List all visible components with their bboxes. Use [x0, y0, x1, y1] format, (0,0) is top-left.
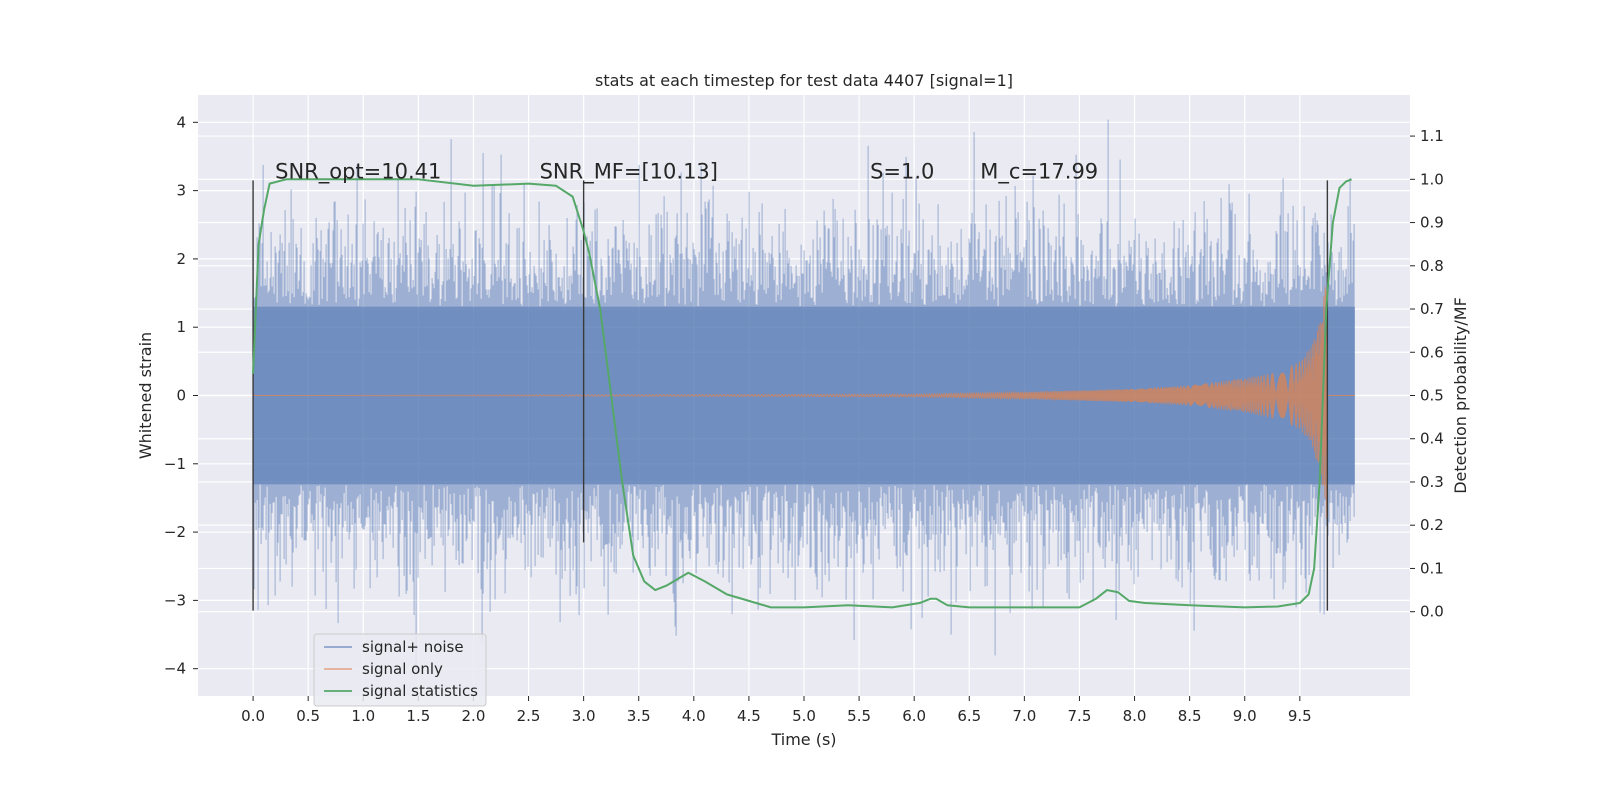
x-tick-label: 2.5	[517, 707, 541, 725]
y-tick-label-left: 3	[176, 182, 186, 200]
x-tick-label: 9.0	[1233, 707, 1257, 725]
y-tick-label-left: 4	[176, 113, 186, 131]
annotation: M_c=17.99	[980, 159, 1098, 184]
y-tick-label-right: 0.7	[1420, 300, 1444, 318]
y-tick-label-left: 2	[176, 250, 186, 268]
y-tick-label-right: 0.2	[1420, 516, 1444, 534]
legend-label-signal-statistics: signal statistics	[362, 682, 478, 700]
x-tick-label: 8.5	[1178, 707, 1202, 725]
y-tick-label-right: 1.1	[1420, 127, 1444, 145]
signal-statistics-series	[252, 178, 1352, 609]
y-tick-label-right: 0.5	[1420, 387, 1444, 405]
x-tick-label: 0.5	[296, 707, 320, 725]
x-tick-label: 5.5	[847, 707, 871, 725]
annotation: SNR_opt=10.41	[275, 159, 441, 184]
y-tick-label-left: 0	[176, 387, 186, 405]
x-tick-label: 9.5	[1288, 707, 1312, 725]
signal-only-line	[253, 286, 1355, 519]
y-tick-label-right: 1.0	[1420, 170, 1444, 188]
y-tick-label-left: −3	[164, 591, 186, 609]
legend-label-signal-plus-noise: signal+ noise	[362, 638, 464, 656]
signal-statistics-line	[252, 178, 1352, 609]
x-tick-label: 2.0	[462, 707, 486, 725]
legend-label-signal-only: signal only	[362, 660, 443, 678]
annotations: SNR_opt=10.41 SNR_MF=[10.13] S=1.0 M_c=17.9…	[275, 159, 1098, 184]
x-tick-label: 4.0	[682, 707, 706, 725]
y-tick-label-right: 0.0	[1420, 603, 1444, 621]
x-axis-label: Time (s)	[770, 730, 836, 749]
x-tick-label: 6.5	[957, 707, 981, 725]
y-axis-label-right: Detection probability/MF	[1451, 297, 1470, 494]
x-tick-label: 0.0	[241, 707, 265, 725]
x-tick-label: 3.0	[572, 707, 596, 725]
x-tick-label: 7.5	[1068, 707, 1092, 725]
y-tick-label-right: 0.3	[1420, 473, 1444, 491]
legend-box	[313, 633, 487, 707]
y-tick-label-right: 0.6	[1420, 343, 1444, 361]
x-tick-label: 7.0	[1012, 707, 1036, 725]
signal-plus-noise-series	[252, 119, 1355, 673]
x-tick-label: 1.0	[351, 707, 375, 725]
y-tick-label-right: 0.8	[1420, 257, 1444, 275]
annotation: S=1.0	[870, 159, 934, 183]
annotation: SNR_MF=[10.13]	[540, 159, 718, 184]
y-tick-label-left: −4	[164, 660, 186, 678]
x-tick-label: 8.0	[1123, 707, 1147, 725]
y-tick-label-left: −1	[164, 455, 186, 473]
x-tick-label: 6.0	[902, 707, 926, 725]
x-tick-label: 3.5	[627, 707, 651, 725]
y-axis-label-left: Whitened strain	[136, 332, 155, 459]
tick-labels: 0.0 0.5 1.0 1.5 2.0 2.5 3.0 3.5 4.0 4.5 5.0 5.5 6.0 6…	[164, 113, 1444, 725]
legend: signal+ noise signal only signal statist…	[313, 633, 487, 707]
y-tick-label-right: 0.9	[1420, 214, 1444, 232]
chart-title: stats at each timestep for test data 440…	[595, 71, 1013, 90]
x-tick-label: 4.5	[737, 707, 761, 725]
x-tick-label: 5.0	[792, 707, 816, 725]
y-tick-label-right: 0.1	[1420, 559, 1444, 577]
x-tick-label: 1.5	[406, 707, 430, 725]
y-tick-label-left: 1	[176, 318, 186, 336]
signal-only-series	[253, 286, 1355, 519]
y-tick-label-right: 0.4	[1420, 430, 1444, 448]
vertical-markers	[252, 180, 1329, 611]
y-tick-label-left: −2	[164, 523, 186, 541]
